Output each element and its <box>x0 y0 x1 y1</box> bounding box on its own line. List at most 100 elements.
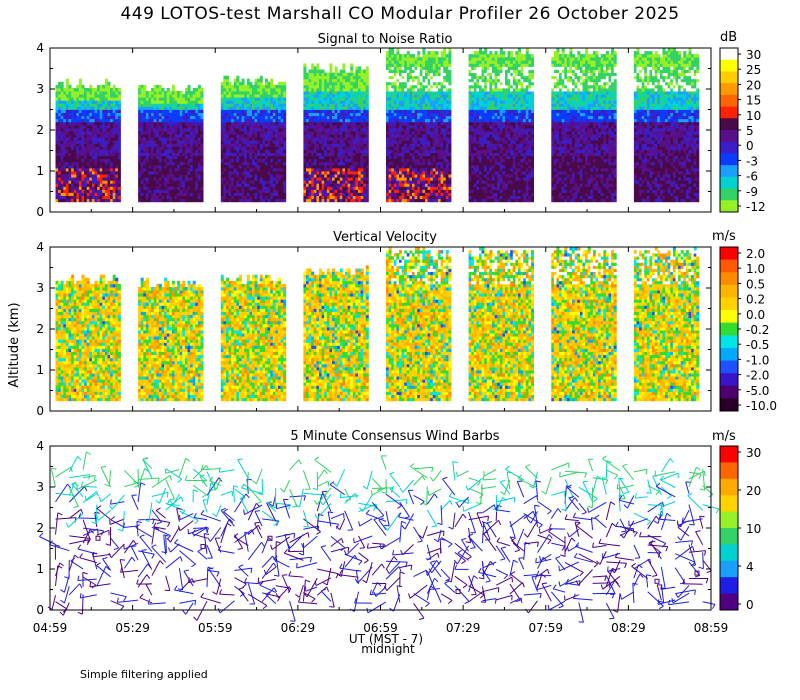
heatmap-cell <box>91 171 95 175</box>
heatmap-cell <box>355 146 359 150</box>
heatmap-cell <box>110 134 114 138</box>
heatmap-cell <box>241 131 245 135</box>
heatmap-cell <box>195 128 199 132</box>
heatmap-cell <box>246 137 250 141</box>
heatmap-cell <box>311 186 315 190</box>
heatmap-cell <box>187 167 191 172</box>
heatmap-cell <box>435 63 439 67</box>
heatmap-cell <box>223 118 227 123</box>
heatmap-cell <box>430 183 434 187</box>
heatmap-cell <box>303 171 307 175</box>
heatmap-cell <box>239 192 242 196</box>
heatmap-cell <box>337 106 341 110</box>
heatmap-cell <box>236 198 240 203</box>
heatmap-cell <box>153 180 157 184</box>
heatmap-cell <box>342 171 346 175</box>
heatmap-cell <box>73 100 77 104</box>
heatmap-cell <box>435 146 439 150</box>
heatmap-cell <box>438 186 441 190</box>
heatmap-cell <box>89 171 93 175</box>
heatmap-cell <box>352 115 356 120</box>
heatmap-cell <box>145 195 149 200</box>
heatmap-cell <box>99 198 103 203</box>
heatmap-cell <box>321 124 325 129</box>
heatmap-cell <box>174 158 178 163</box>
heatmap-cell <box>228 128 232 132</box>
heatmap-cell <box>270 158 274 163</box>
heatmap-cell <box>107 137 111 141</box>
heatmap-cell <box>236 121 240 126</box>
heatmap-cell <box>321 75 325 80</box>
heatmap-cell <box>115 189 119 193</box>
heatmap-cell <box>308 112 312 117</box>
heatmap-cell <box>84 124 88 129</box>
heatmap-cell <box>177 143 181 147</box>
heatmap-cell <box>60 189 64 193</box>
heatmap-cell <box>153 195 157 200</box>
heatmap-cell <box>329 109 333 113</box>
heatmap-cell <box>352 84 356 89</box>
heatmap-cell <box>252 88 255 92</box>
heatmap-cell <box>406 174 410 178</box>
heatmap-cell <box>324 143 328 147</box>
heatmap-cell <box>145 137 149 141</box>
heatmap-cell <box>71 137 75 141</box>
heatmap-cell <box>110 91 114 95</box>
heatmap-cell <box>190 106 194 110</box>
heatmap-cell <box>91 91 95 95</box>
heatmap-cell <box>241 143 245 147</box>
heatmap-cell <box>220 91 224 95</box>
heatmap-cell <box>179 100 183 104</box>
heatmap-cell <box>386 131 389 135</box>
heatmap-cell <box>272 140 276 144</box>
heatmap-cell <box>430 164 434 169</box>
heatmap-cell <box>350 106 354 110</box>
heatmap-cell <box>334 81 338 86</box>
heatmap-cell <box>241 94 245 98</box>
heatmap-cell <box>58 131 62 135</box>
heatmap-cell <box>313 140 317 144</box>
heatmap-cell <box>241 124 245 129</box>
heatmap-cell <box>311 137 315 141</box>
heatmap-cell <box>249 140 253 144</box>
heatmap-cell <box>267 91 271 95</box>
heatmap-cell <box>110 140 114 144</box>
heatmap-cell <box>401 103 405 107</box>
heatmap-cell <box>252 146 255 150</box>
heatmap-cell <box>220 103 224 107</box>
heatmap-cell <box>334 171 338 175</box>
heatmap-cell <box>228 167 232 172</box>
heatmap-cell <box>81 131 85 135</box>
heatmap-cell <box>425 91 428 95</box>
heatmap-cell <box>365 115 369 120</box>
heatmap-cell <box>280 124 284 129</box>
heatmap-cell <box>308 128 312 132</box>
heatmap-cell <box>156 198 160 203</box>
heatmap-cell <box>112 171 116 175</box>
heatmap-cell <box>99 112 103 117</box>
heatmap-cell <box>329 161 333 166</box>
heatmap-cell <box>355 118 359 123</box>
heatmap-cell <box>226 100 229 104</box>
heatmap-cell <box>406 180 410 184</box>
heatmap-cell <box>171 121 175 126</box>
heatmap-cell <box>406 137 410 141</box>
heatmap-cell <box>259 124 263 129</box>
heatmap-cell <box>195 100 199 104</box>
heatmap-cell <box>257 128 261 132</box>
heatmap-cell <box>200 124 204 129</box>
heatmap-cell <box>102 183 106 187</box>
heatmap-cell <box>358 140 361 144</box>
heatmap-cell <box>399 161 402 166</box>
heatmap-cell <box>417 118 421 123</box>
heatmap-cell <box>422 88 426 92</box>
heatmap-cell <box>259 140 263 144</box>
heatmap-cell <box>440 103 444 107</box>
heatmap-cell <box>257 140 261 144</box>
heatmap-cell <box>435 171 439 175</box>
heatmap-cell <box>427 189 431 193</box>
heatmap-cell <box>246 131 250 135</box>
heatmap-cell <box>412 149 415 153</box>
heatmap-cell <box>365 91 369 95</box>
heatmap-cell <box>99 97 103 101</box>
